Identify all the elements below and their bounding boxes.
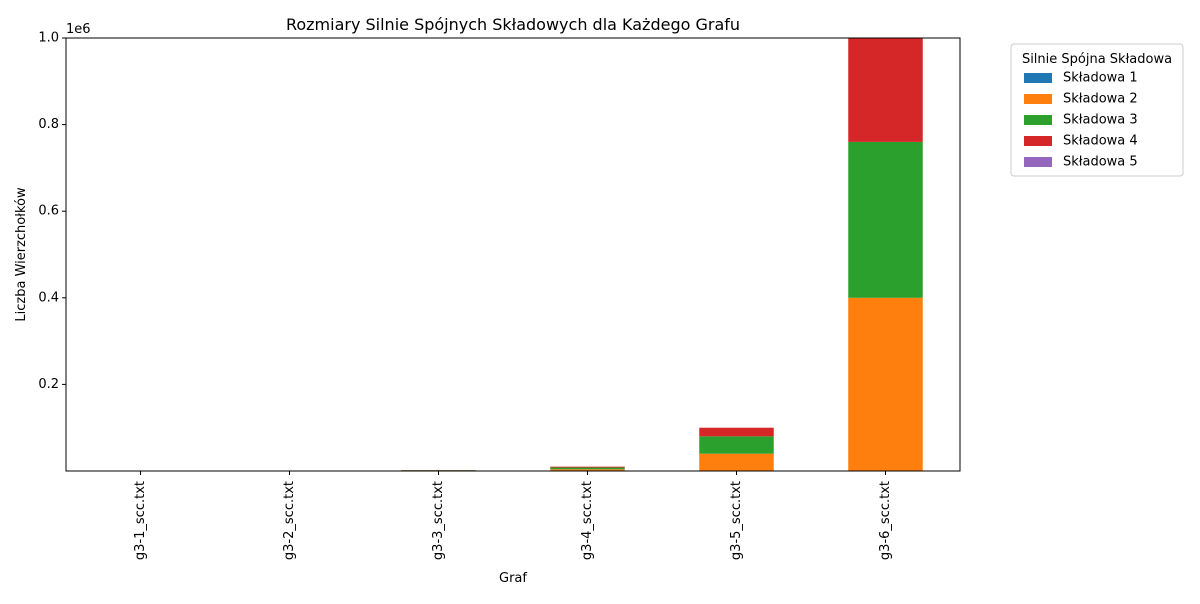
legend-swatch (1024, 115, 1052, 125)
y-axis-label: Liczba Wierzchołków (14, 187, 29, 322)
x-tick-label: g3-3_scc.txt (431, 481, 446, 560)
y-offset-label: 1e6 (66, 22, 91, 37)
legend-swatch (1024, 73, 1052, 83)
bar-segment (699, 436, 774, 453)
legend-label: Składowa 5 (1063, 155, 1138, 170)
legend-title: Silnie Spójna Składowa (1022, 52, 1172, 67)
y-tick-label: 1.0 (38, 31, 59, 46)
legend: Silnie Spójna Składowa Składowa 1 Składow… (1011, 44, 1183, 176)
bar-segment (699, 428, 774, 437)
x-tick-label: g3-1_scc.txt (133, 481, 148, 560)
bar-segment (848, 142, 923, 298)
bar-segment (550, 467, 625, 468)
bar-segment (550, 468, 625, 470)
legend-label: Składowa 4 (1063, 134, 1138, 149)
y-tick-label: 0.2 (38, 377, 59, 392)
x-tick-label: g3-6_scc.txt (878, 481, 893, 560)
bar-segment (699, 454, 774, 471)
x-axis: g3-1_scc.txt g3-2_scc.txt g3-3_scc.txt g3-4… (133, 471, 893, 560)
legend-swatch (1024, 94, 1052, 104)
legend-label: Składowa 1 (1063, 71, 1138, 86)
y-tick-label: 0.6 (38, 204, 59, 219)
x-tick-label: g3-2_scc.txt (282, 481, 297, 560)
x-tick-label: g3-4_scc.txt (580, 481, 595, 560)
chart-title: Rozmiary Silnie Spójnych Składowych dla … (286, 15, 740, 34)
legend-swatch (1024, 136, 1052, 146)
bar-segment (848, 38, 923, 142)
legend-label: Składowa 2 (1063, 92, 1138, 107)
plot-area-frame (66, 38, 960, 471)
legend-swatch (1024, 157, 1052, 167)
bars-layer (103, 38, 923, 471)
y-tick-label: 0.8 (38, 117, 59, 132)
x-tick-label: g3-5_scc.txt (729, 481, 744, 560)
bar-segment (848, 298, 923, 471)
x-axis-label: Graf (499, 571, 527, 586)
legend-label: Składowa 3 (1063, 113, 1138, 128)
y-axis: 0.2 0.4 0.6 0.8 1.0 (38, 31, 66, 392)
y-tick-label: 0.4 (38, 290, 59, 305)
